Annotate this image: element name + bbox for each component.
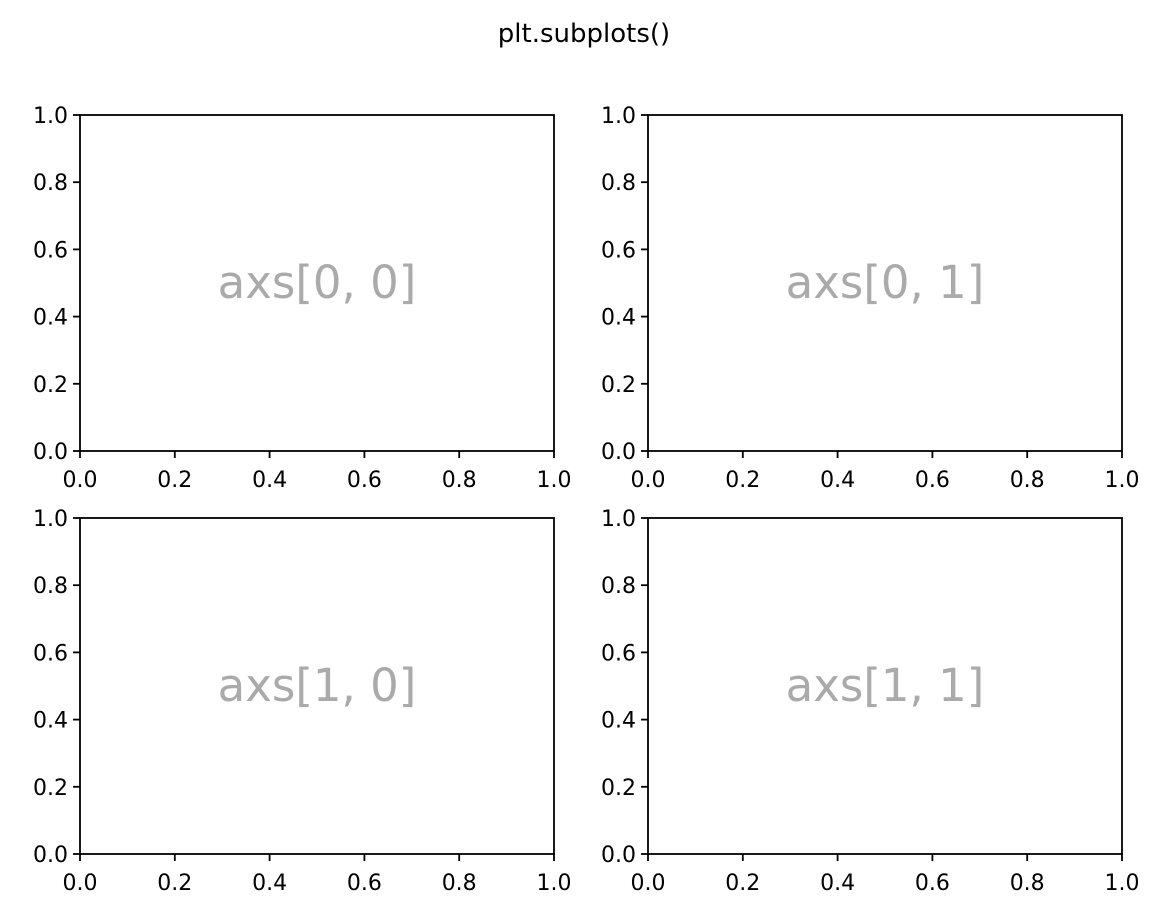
x-tick-label: 0.6 [347,871,382,896]
y-tick-label: 1.0 [601,104,636,129]
x-tick-label: 0.8 [442,871,477,896]
x-tick-label: 0.4 [252,468,287,493]
y-tick-label: 1.0 [33,104,68,129]
y-tick-label: 0.4 [33,709,68,734]
y-tick-label: 0.4 [601,306,636,331]
subplot-axes: 0.0 0.2 0.4 0.6 0.8 1.0 0.0 0.2 0.4 0.6 0.8 1.0 axs[… [33,507,572,896]
axes-annotation: axs[1, 1] [786,659,985,712]
figure-suptitle: plt.subplots() [498,19,670,49]
axes-frame [647,114,1123,452]
y-tick-label: 0.0 [601,843,636,868]
y-tick-label: 0.6 [33,238,68,263]
axes-annotation: axs[1, 0] [218,659,417,712]
x-tick-label: 0.6 [915,871,950,896]
x-tick-label: 0.2 [725,871,760,896]
x-tick-label: 0.8 [1010,871,1045,896]
x-tick-label: 0.0 [63,468,98,493]
y-tick-label: 0.2 [601,373,636,398]
x-tick-label: 1.0 [537,468,572,493]
subplot-axes: 0.0 0.2 0.4 0.6 0.8 1.0 0.0 0.2 0.4 0.6 0.8 1.0 axs[… [601,507,1140,896]
y-tick-label: 0.8 [33,171,68,196]
y-tick-label: 0.6 [601,641,636,666]
x-tick-label: 0.2 [725,468,760,493]
x-tick-label: 0.8 [442,468,477,493]
x-tick-label: 0.4 [820,468,855,493]
y-tick-label: 0.8 [33,574,68,599]
y-tick-label: 1.0 [601,507,636,532]
y-tick-label: 0.8 [601,574,636,599]
subplot-grid: 0.0 0.2 0.4 0.6 0.8 1.0 0.0 0.2 0.4 0.6 0.8 1.0 axs[… [33,104,1140,896]
x-tick-label: 0.8 [1010,468,1045,493]
y-tick-label: 0.4 [33,306,68,331]
x-tick-label: 0.4 [252,871,287,896]
y-tick-label: 0.6 [601,238,636,263]
x-tick-label: 0.0 [631,871,666,896]
x-tick-label: 0.4 [820,871,855,896]
axes-frame [647,517,1123,855]
y-tick-label: 0.8 [601,171,636,196]
x-tick-label: 0.6 [915,468,950,493]
x-tick-label: 0.0 [63,871,98,896]
y-tick-label: 1.0 [33,507,68,532]
y-tick-label: 0.0 [33,843,68,868]
y-tick-label: 0.2 [33,776,68,801]
axes-annotation: axs[0, 1] [786,256,985,309]
y-tick-label: 0.4 [601,709,636,734]
x-tick-label: 1.0 [1105,468,1140,493]
y-tick-label: 0.0 [601,440,636,465]
x-tick-label: 1.0 [1105,871,1140,896]
y-tick-label: 0.2 [33,373,68,398]
x-tick-label: 0.6 [347,468,382,493]
x-tick-label: 1.0 [537,871,572,896]
subplot-axes: 0.0 0.2 0.4 0.6 0.8 1.0 0.0 0.2 0.4 0.6 0.8 1.0 axs[… [33,104,572,493]
axes-annotation: axs[0, 0] [218,256,417,309]
axes-frame [79,114,555,452]
y-tick-label: 0.6 [33,641,68,666]
x-tick-label: 0.0 [631,468,666,493]
x-tick-label: 0.2 [157,468,192,493]
y-tick-label: 0.0 [33,440,68,465]
axes-frame [79,517,555,855]
y-tick-label: 0.2 [601,776,636,801]
x-tick-label: 0.2 [157,871,192,896]
subplot-axes: 0.0 0.2 0.4 0.6 0.8 1.0 0.0 0.2 0.4 0.6 0.8 1.0 axs[… [601,104,1140,493]
